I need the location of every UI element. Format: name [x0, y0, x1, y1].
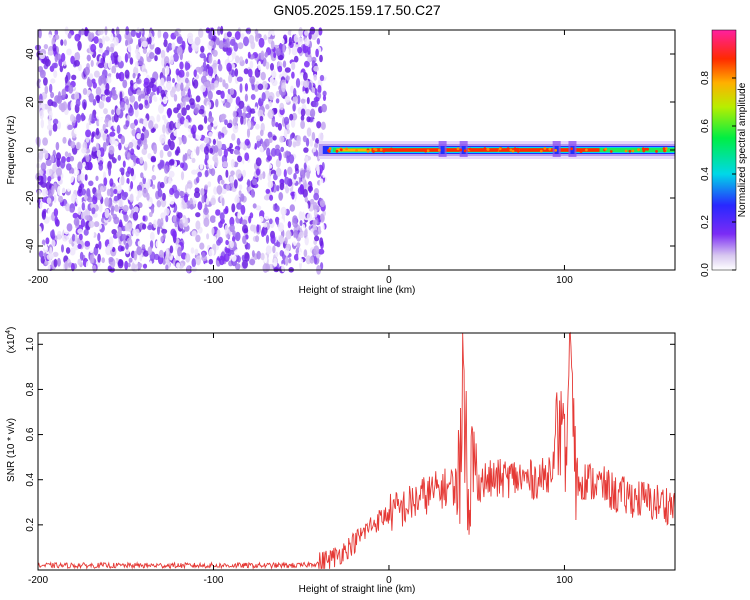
snr-frame: [37, 332, 676, 571]
spectrogram-y-ticks: -40 -20 0 20 40: [25, 48, 675, 253]
colorbar-tick-label: 0.8: [700, 71, 711, 85]
x-tick-label: -200: [28, 575, 48, 586]
snr-panel: -200 -100 0 100 0.2 0.4 0.6 0.8 1.0 Height of s…: [5, 327, 676, 595]
y-tick-label: 0.4: [25, 472, 36, 486]
spectrogram-y-label: Frequency (Hz): [6, 116, 17, 185]
colorbar-ticks: 0.0 0.2 0.4 0.6 0.8: [700, 71, 736, 277]
snr-exponent-label: (x104): [5, 327, 17, 354]
colorbar-tick-label: 0.6: [700, 119, 711, 133]
y-tick-label: 0.8: [25, 382, 36, 396]
y-tick-label: 20: [25, 96, 36, 108]
y-tick-label: 1.0: [25, 337, 36, 351]
spectrogram-x-label: Height of straight line (km): [299, 285, 416, 296]
colorbar: 0.0 0.2 0.4 0.6 0.8 Normalized spectral ampl…: [700, 29, 748, 277]
colorbar-tick-label: 0.0: [700, 263, 711, 277]
y-tick-label: 0: [25, 147, 36, 153]
snr-y-ticks: 0.2 0.4 0.6 0.8 1.0: [25, 337, 675, 532]
y-tick-label: 0.6: [25, 427, 36, 441]
snr-series-line: [37, 331, 676, 570]
snr-y-label: SNR (10 * v/v): [6, 418, 17, 482]
snr-plot-area: [37, 331, 676, 570]
y-tick-label: -20: [25, 190, 36, 205]
y-tick-label: 0.2: [25, 517, 36, 531]
y-tick-label: -40: [25, 238, 36, 253]
colorbar-gradient: [711, 29, 737, 271]
spectrogram-x-ticks: -200 -100 0 100: [28, 30, 573, 286]
x-tick-label: -200: [28, 275, 48, 286]
x-tick-label: 0: [386, 575, 392, 586]
snr-x-label: Height of straight line (km): [299, 584, 416, 595]
noise-speckle: [34, 25, 327, 275]
colorbar-label: Normalized spectral amplitude: [737, 82, 748, 217]
chart-title: GN05.2025.159.17.50.C27: [273, 2, 441, 18]
x-tick-label: 100: [556, 275, 573, 286]
signal-track: [318, 141, 675, 159]
x-tick-label: -100: [203, 275, 223, 286]
x-tick-label: 100: [556, 575, 573, 586]
x-tick-label: -100: [203, 575, 223, 586]
x-tick-label: 0: [386, 275, 392, 286]
spectrogram-plot-area: [34, 25, 675, 275]
snr-x-ticks: -200 -100 0 100: [28, 333, 573, 586]
y-tick-label: 40: [25, 48, 36, 60]
colorbar-tick-label: 0.2: [700, 215, 711, 229]
colorbar-tick-label: 0.4: [700, 167, 711, 181]
